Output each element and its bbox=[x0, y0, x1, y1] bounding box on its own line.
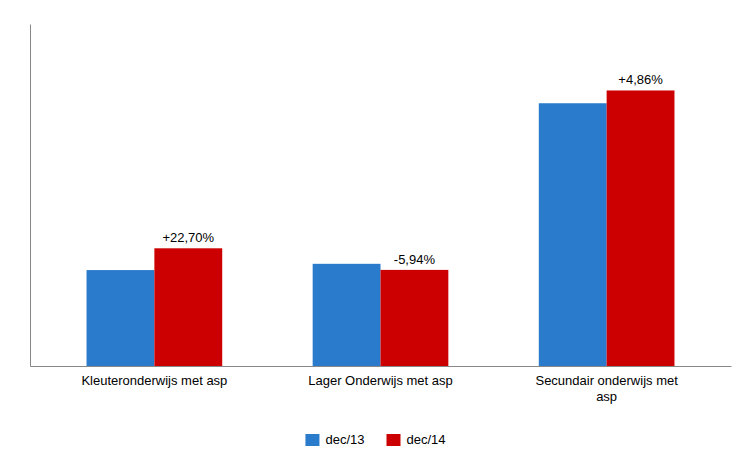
y-axis bbox=[30, 25, 31, 367]
bars bbox=[87, 90, 675, 366]
tick-label: Kleuteronderwijs met asp bbox=[81, 373, 227, 388]
tick: Kleuteronderwijs met asp bbox=[81, 366, 227, 388]
bar bbox=[154, 248, 222, 366]
tick-label-line: Kleuteronderwijs met asp bbox=[81, 373, 227, 388]
legend-swatch bbox=[305, 434, 319, 446]
tick-label-line: asp bbox=[596, 389, 617, 404]
tick: Lager Onderwijs met asp bbox=[308, 366, 453, 388]
bar bbox=[87, 270, 155, 366]
x-axis: Kleuteronderwijs met asp Lager Onderwijs … bbox=[31, 366, 732, 404]
annotation: +22,70% bbox=[162, 230, 214, 245]
series bbox=[87, 103, 607, 366]
tick-label: Lager Onderwijs met asp bbox=[308, 373, 453, 388]
tick-label-line: Lager Onderwijs met asp bbox=[308, 373, 453, 388]
tick: Secundair onderwijs metasp bbox=[535, 366, 678, 404]
bar bbox=[539, 103, 607, 366]
annotation: +4,86% bbox=[618, 72, 663, 87]
y-axis-line bbox=[30, 25, 31, 367]
legend-label: dec/14 bbox=[407, 432, 446, 447]
legend: dec/13 dec/14 bbox=[305, 432, 445, 447]
series bbox=[154, 90, 674, 366]
tick-label-line: Secundair onderwijs met bbox=[535, 373, 678, 388]
annotations: +22,70% -5,94% +4,86% bbox=[162, 72, 663, 266]
chart: Kleuteronderwijs met asp Lager Onderwijs … bbox=[0, 0, 751, 462]
plot: Kleuteronderwijs met asp Lager Onderwijs … bbox=[31, 25, 732, 404]
legend-swatch bbox=[387, 434, 401, 446]
legend-item: dec/13 bbox=[305, 432, 364, 447]
legend-item: dec/14 bbox=[387, 432, 446, 447]
bar bbox=[381, 270, 449, 366]
annotation: -5,94% bbox=[394, 252, 436, 267]
x-axis-line bbox=[31, 366, 732, 367]
legend-label: dec/13 bbox=[325, 432, 364, 447]
bar bbox=[607, 90, 675, 366]
bar bbox=[313, 264, 381, 366]
tick-label: Secundair onderwijs metasp bbox=[535, 373, 678, 404]
